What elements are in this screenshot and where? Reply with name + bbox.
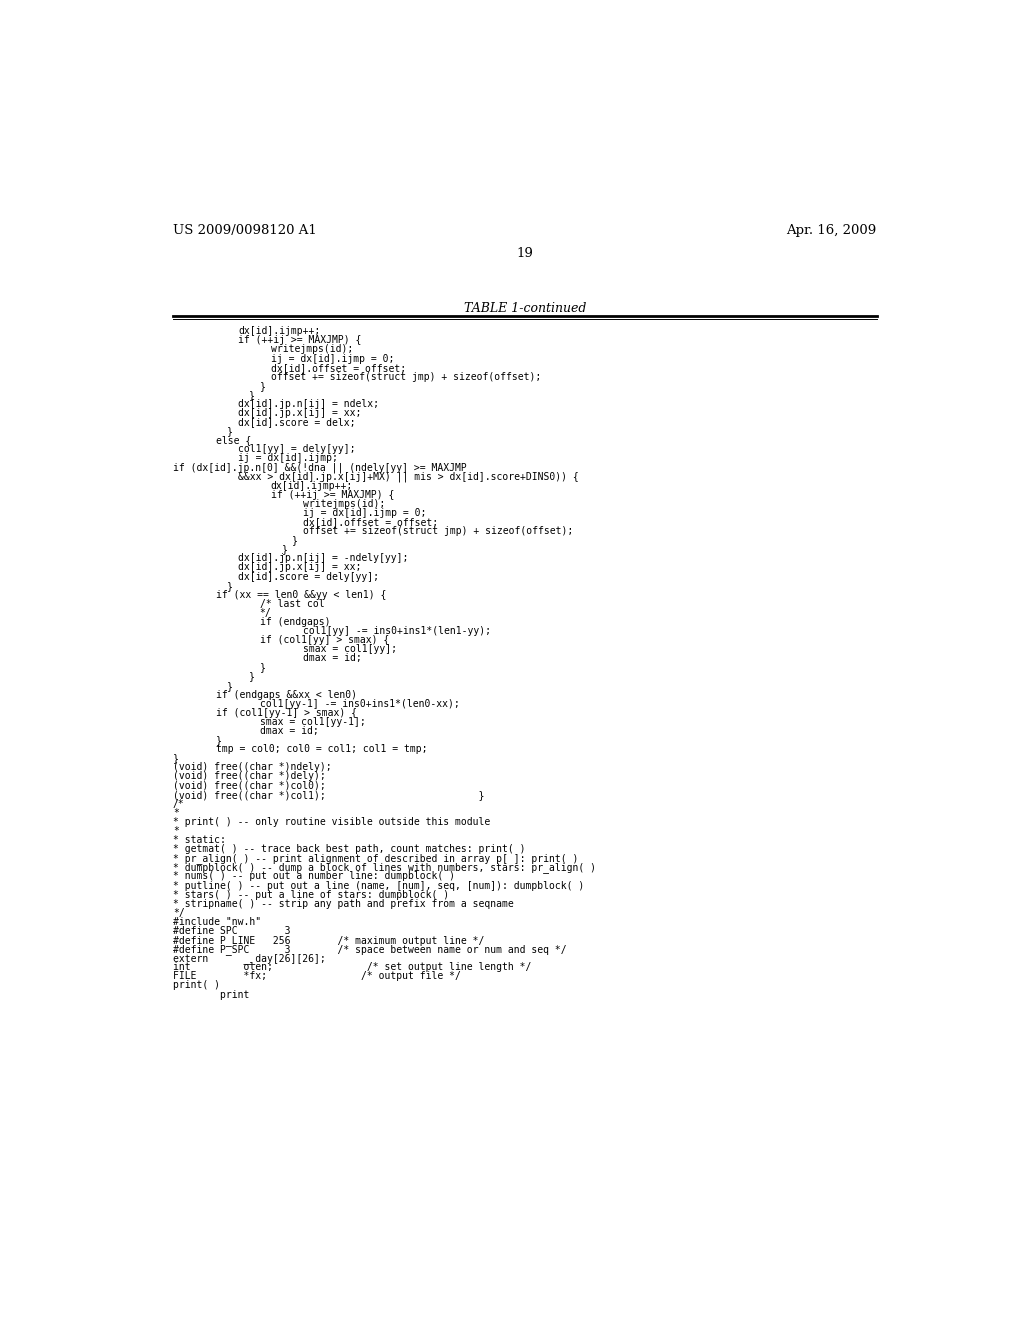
Text: offset += sizeof(struct jmp) + sizeof(offset);: offset += sizeof(struct jmp) + sizeof(of… (270, 372, 541, 381)
Text: Apr. 16, 2009: Apr. 16, 2009 (786, 224, 877, 236)
Text: TABLE 1-continued: TABLE 1-continued (464, 302, 586, 315)
Text: if (endgaps): if (endgaps) (260, 616, 331, 627)
Text: dmax = id;: dmax = id; (260, 726, 318, 737)
Text: */: */ (173, 908, 184, 917)
Text: dx[id].ijmp++;: dx[id].ijmp++; (270, 480, 353, 491)
Text: }: } (249, 672, 255, 681)
Text: }: } (227, 581, 233, 590)
Text: #define P_LINE   256        /* maximum output line */: #define P_LINE 256 /* maximum output lin… (173, 935, 484, 946)
Text: }: } (216, 735, 222, 744)
Text: * getmat( ) -- trace back best path, count matches: print( ): * getmat( ) -- trace back best path, cou… (173, 845, 525, 854)
Text: int         olen;                /* set output line length */: int olen; /* set output line length */ (173, 962, 531, 973)
Text: }: } (282, 544, 288, 554)
Text: }: } (173, 754, 179, 763)
Text: * nums( ) -- put out a number line: dumpblock( ): * nums( ) -- put out a number line: dump… (173, 871, 455, 882)
Text: ij = dx[id].ijmp = 0;: ij = dx[id].ijmp = 0; (270, 354, 394, 363)
Text: }: } (227, 426, 233, 436)
Text: if (col1[yy-1] > smax) {: if (col1[yy-1] > smax) { (216, 708, 357, 718)
Text: * stars( ) -- put a line of stars: dumpblock( ): * stars( ) -- put a line of stars: dumpb… (173, 890, 450, 900)
Text: dx[id].score = delx;: dx[id].score = delx; (238, 417, 355, 428)
Text: 19: 19 (516, 247, 534, 260)
Text: #define P_SPC      3        /* space between name or num and seq */: #define P_SPC 3 /* space between name or… (173, 944, 566, 954)
Text: * static:: * static: (173, 836, 226, 845)
Text: dx[id].jp.n[ij] = ndelx;: dx[id].jp.n[ij] = ndelx; (238, 399, 379, 409)
Text: if (endgaps &&xx < len0): if (endgaps &&xx < len0) (216, 689, 357, 700)
Text: }: } (260, 663, 265, 672)
Text: print( ): print( ) (173, 981, 220, 990)
Text: writejmps(id);: writejmps(id); (270, 345, 353, 355)
Text: * pr_align( ) -- print alignment of described in array p[ ]: print( ): * pr_align( ) -- print alignment of desc… (173, 853, 579, 865)
Text: if (xx == len0 &&yy < len1) {: if (xx == len0 &&yy < len1) { (216, 590, 387, 599)
Text: * stripname( ) -- strip any path and prefix from a seqname: * stripname( ) -- strip any path and pre… (173, 899, 514, 908)
Text: *: * (173, 808, 179, 818)
Text: }: } (227, 681, 233, 690)
Text: col1[yy-1] -= ins0+ins1*(len0-xx);: col1[yy-1] -= ins0+ins1*(len0-xx); (260, 698, 460, 709)
Text: * dumpblock( ) -- dump a block of lines with numbers, stars: pr_align( ): * dumpblock( ) -- dump a block of lines … (173, 862, 596, 874)
Text: (void) free((char *)col1);                          }: (void) free((char *)col1); } (173, 789, 484, 800)
Text: &&xx > dx[id].jp.x[ij]+MX) || mis > dx[id].score+DINS0)) {: &&xx > dx[id].jp.x[ij]+MX) || mis > dx[i… (238, 471, 579, 482)
Text: col1[yy] = dely[yy];: col1[yy] = dely[yy]; (238, 445, 355, 454)
Text: FILE        *fx;                /* output file */: FILE *fx; /* output file */ (173, 972, 461, 981)
Text: dx[id].score = dely[yy];: dx[id].score = dely[yy]; (238, 572, 379, 582)
Text: }: } (249, 389, 255, 400)
Text: smax = col1[yy];: smax = col1[yy]; (303, 644, 397, 655)
Text: if (col1[yy] > smax) {: if (col1[yy] > smax) { (260, 635, 389, 645)
Text: ij = dx[id].ijmp = 0;: ij = dx[id].ijmp = 0; (303, 508, 427, 517)
Text: /*: /* (173, 799, 184, 809)
Text: if (dx[id].jp.n[0] &&(!dna || (ndely[yy] >= MAXJMP: if (dx[id].jp.n[0] &&(!dna || (ndely[yy]… (173, 462, 467, 473)
Text: * putline( ) -- put out a line (name, [num], seq, [num]): dumpblock( ): * putline( ) -- put out a line (name, [n… (173, 880, 585, 891)
Text: (void) free((char *)col0);: (void) free((char *)col0); (173, 780, 326, 791)
Text: /* last col: /* last col (260, 599, 325, 609)
Text: */: */ (260, 609, 271, 618)
Text: #define SPC        3: #define SPC 3 (173, 925, 291, 936)
Text: writejmps(id);: writejmps(id); (303, 499, 385, 510)
Text: extern      __day[26][26];: extern __day[26][26]; (173, 953, 326, 964)
Text: col1[yy] -= ins0+ins1*(len1-yy);: col1[yy] -= ins0+ins1*(len1-yy); (303, 626, 492, 636)
Text: offset += sizeof(struct jmp) + sizeof(offset);: offset += sizeof(struct jmp) + sizeof(of… (303, 527, 573, 536)
Text: dx[id].jp.x[ij] = xx;: dx[id].jp.x[ij] = xx; (238, 408, 361, 418)
Text: if (++ij >= MAXJMP) {: if (++ij >= MAXJMP) { (270, 490, 394, 500)
Text: print: print (173, 990, 249, 999)
Text: dx[id].jp.n[ij] = -ndely[yy];: dx[id].jp.n[ij] = -ndely[yy]; (238, 553, 409, 564)
Text: (void) free((char *)dely);: (void) free((char *)dely); (173, 771, 326, 781)
Text: else {: else { (216, 436, 252, 445)
Text: US 2009/0098120 A1: US 2009/0098120 A1 (173, 224, 316, 236)
Text: }: } (292, 535, 298, 545)
Text: }: } (260, 380, 265, 391)
Text: (void) free((char *)ndely);: (void) free((char *)ndely); (173, 763, 332, 772)
Text: if (++ij >= MAXJMP) {: if (++ij >= MAXJMP) { (238, 335, 361, 346)
Text: tmp = col0; col0 = col1; col1 = tmp;: tmp = col0; col0 = col1; col1 = tmp; (216, 744, 428, 754)
Text: *: * (173, 826, 179, 836)
Text: dx[id].offset = offset;: dx[id].offset = offset; (270, 363, 406, 372)
Text: #include "nw.h": #include "nw.h" (173, 917, 261, 927)
Text: dx[id].offset = offset;: dx[id].offset = offset; (303, 517, 438, 527)
Text: * print( ) -- only routine visible outside this module: * print( ) -- only routine visible outsi… (173, 817, 490, 826)
Text: dx[id].jp.x[ij] = xx;: dx[id].jp.x[ij] = xx; (238, 562, 361, 573)
Text: dx[id].ijmp++;: dx[id].ijmp++; (238, 326, 321, 337)
Text: dmax = id;: dmax = id; (303, 653, 361, 664)
Text: ij = dx[id].ijmp;: ij = dx[id].ijmp; (238, 454, 338, 463)
Text: smax = col1[yy-1];: smax = col1[yy-1]; (260, 717, 366, 727)
